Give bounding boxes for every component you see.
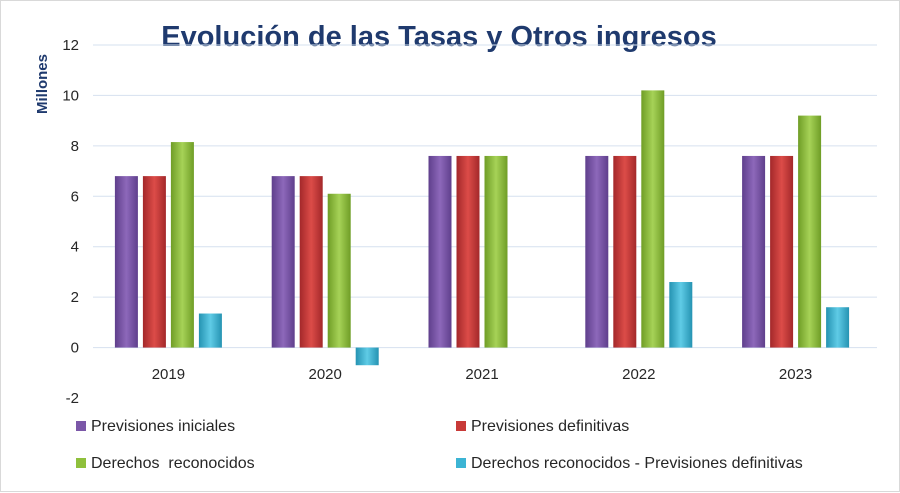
bar [484, 155, 508, 348]
bar [271, 176, 295, 348]
bar [826, 307, 850, 348]
y-tick-label: 8 [71, 138, 79, 155]
bar [114, 176, 138, 348]
y-tick-label: -2 [66, 390, 79, 407]
x-category-label: 2023 [779, 366, 812, 383]
y-tick-label: 0 [71, 340, 79, 357]
legend-swatch [76, 421, 86, 431]
legend-swatch [456, 458, 466, 468]
bar [327, 193, 351, 348]
y-tick-label: 10 [62, 87, 79, 104]
bar [770, 155, 794, 348]
bar [198, 313, 222, 348]
bar [585, 155, 609, 348]
legend: Previsiones iniciales Previsiones definit… [76, 418, 803, 472]
legend-label: Previsiones definitivas [471, 418, 629, 435]
y-axis-label: Millones [34, 54, 51, 114]
x-category-label: 2019 [152, 366, 185, 383]
legend-label: Derechos reconocidos [91, 455, 255, 472]
bar [641, 90, 665, 348]
bar [798, 115, 822, 348]
bar [299, 176, 323, 348]
y-tick-label: 2 [71, 289, 79, 306]
legend-label: Derechos reconocidos - Previsiones defin… [471, 455, 803, 472]
legend-swatch [76, 458, 86, 468]
bar [428, 155, 452, 348]
chart-title: Evolución de las Tasas y Otros ingresos [161, 21, 717, 53]
bar [613, 155, 637, 348]
bar [669, 282, 693, 348]
y-tick-label: 12 [62, 37, 79, 54]
legend-label: Previsiones iniciales [91, 418, 235, 435]
y-tick-label: 6 [71, 188, 79, 205]
bar [170, 142, 194, 348]
x-axis-categories: 2019 2020 2021 2022 2023 [152, 366, 813, 383]
bar [142, 176, 166, 348]
bar [742, 155, 766, 348]
y-tick-label: 4 [71, 239, 79, 256]
legend-swatch [456, 421, 466, 431]
x-category-label: 2020 [309, 366, 342, 383]
bar [355, 347, 379, 366]
bars [114, 90, 850, 366]
x-category-label: 2021 [465, 366, 498, 383]
bar [456, 155, 480, 348]
y-axis-ticks: -2 0 2 4 6 8 10 12 [62, 37, 79, 407]
x-category-label: 2022 [622, 366, 655, 383]
